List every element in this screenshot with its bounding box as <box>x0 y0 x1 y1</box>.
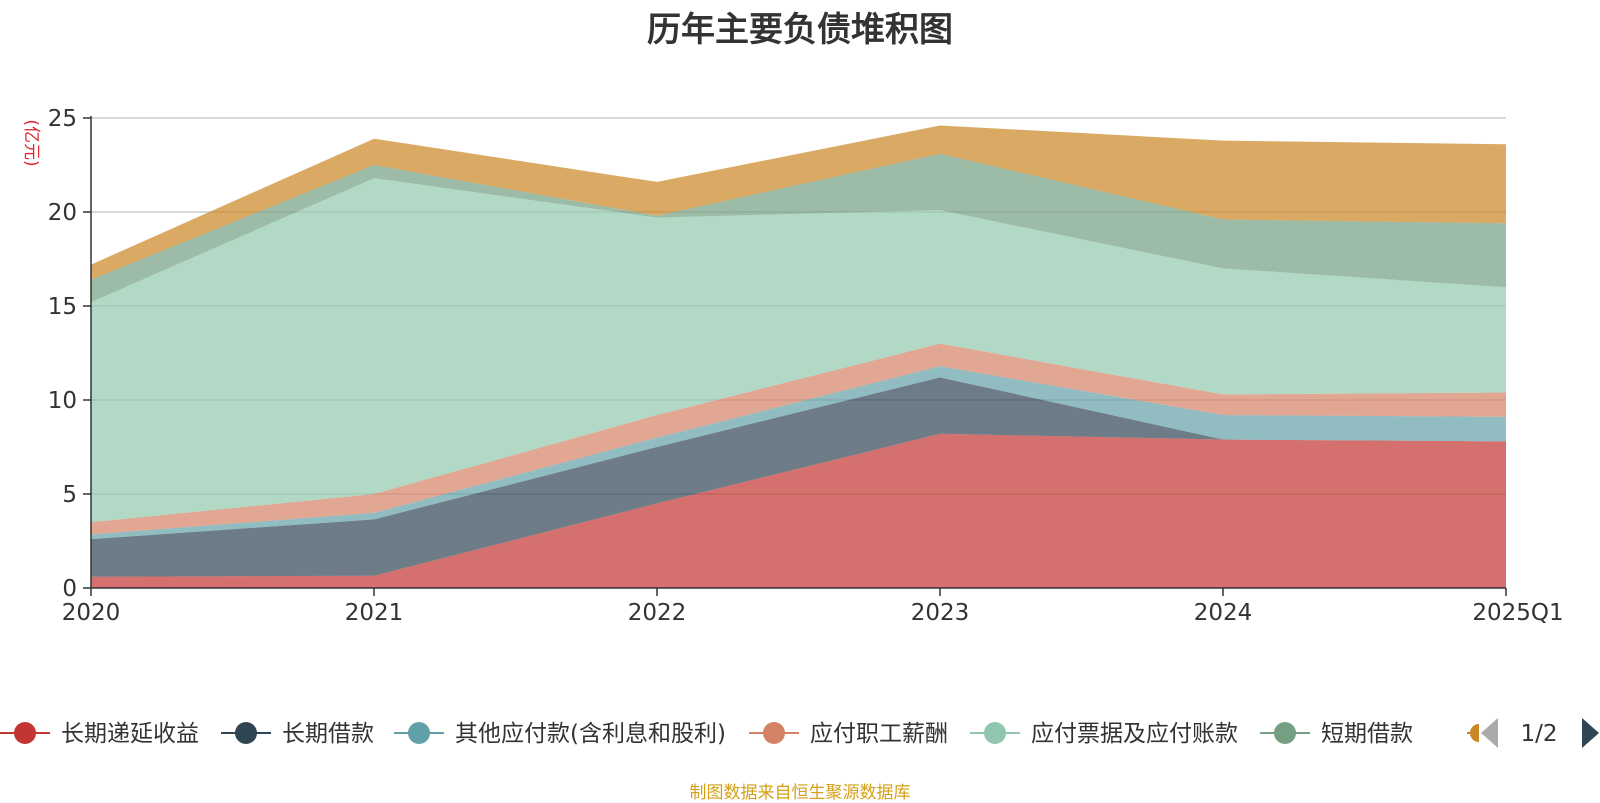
x-tick-label: 2021 <box>345 600 404 626</box>
chart-title: 历年主要负债堆积图 <box>647 10 953 50</box>
x-tick-label: 2020 <box>62 600 121 626</box>
legend-next-icon[interactable] <box>1582 718 1599 748</box>
area-series-2 <box>91 366 1506 540</box>
y-tick-label: 25 <box>48 106 77 132</box>
area-series-4 <box>91 178 1506 523</box>
source-note: 制图数据来自恒生聚源数据库 <box>689 783 911 803</box>
legend-item-partial[interactable] <box>1467 724 1479 742</box>
legend-label: 其他应付款(含利息和股利) <box>455 721 726 747</box>
legend-item[interactable]: 其他应付款(含利息和股利) <box>394 721 726 747</box>
y-axis-unit-label: (亿元) <box>21 119 41 166</box>
legend-item[interactable]: 长期借款 <box>221 721 374 747</box>
legend-marker <box>14 722 36 744</box>
legend-marker <box>763 722 785 744</box>
legend-label: 应付职工薪酬 <box>810 721 948 747</box>
legend-page-indicator: 1/2 <box>1520 721 1557 747</box>
area-series-1 <box>91 377 1506 577</box>
legend-item[interactable]: 应付票据及应付账款 <box>970 721 1238 747</box>
x-tick-label: 2025Q1 <box>1472 600 1563 626</box>
legend-marker <box>1274 722 1296 744</box>
legend-label: 长期借款 <box>282 721 374 747</box>
legend-marker <box>984 722 1006 744</box>
legend-label: 长期递延收益 <box>61 721 199 747</box>
legend-marker <box>408 722 430 744</box>
legend: 长期递延收益 长期借款 其他应付款(含利息和股利) 应付职工薪酬 应付票据及应付账款 短期… <box>0 718 1599 748</box>
legend-label: 应付票据及应付账款 <box>1031 721 1238 747</box>
legend-prev-icon[interactable] <box>1481 718 1498 748</box>
legend-marker <box>1470 724 1479 742</box>
y-tick-label: 20 <box>48 200 77 226</box>
area-series-6 <box>91 125 1506 280</box>
y-tick-label: 10 <box>48 388 77 414</box>
area-series-0 <box>91 433 1506 588</box>
legend-label: 短期借款 <box>1321 721 1413 747</box>
y-tick-label: 0 <box>62 576 77 602</box>
area-series-3 <box>91 343 1506 535</box>
x-tick-label: 2022 <box>628 600 687 626</box>
legend-marker <box>235 722 257 744</box>
axes: 0 5 10 15 20 25 2020 2021 2022 2023 2024 2025Q1 <box>48 106 1564 626</box>
y-tick-label: 5 <box>62 482 77 508</box>
legend-item[interactable]: 长期递延收益 <box>0 721 199 747</box>
y-tick-label: 15 <box>48 294 77 320</box>
legend-item[interactable]: 短期借款 <box>1260 721 1413 747</box>
x-tick-label: 2023 <box>911 600 970 626</box>
area-series-group <box>91 125 1506 588</box>
area-series-5 <box>91 153 1506 303</box>
legend-item[interactable]: 应付职工薪酬 <box>749 721 948 747</box>
x-tick-label: 2024 <box>1194 600 1253 626</box>
